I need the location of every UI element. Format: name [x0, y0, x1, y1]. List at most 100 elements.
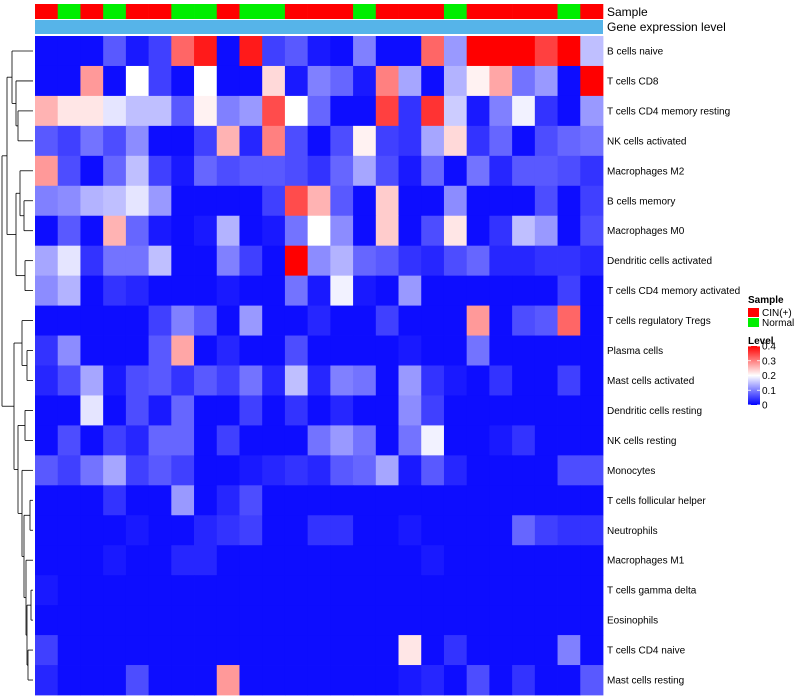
heatmap-cell [284, 515, 309, 546]
heatmap-cell [262, 485, 286, 516]
sample-annotation-label: Sample [607, 5, 648, 19]
legend-sample-items: CIN(+)Normal [748, 308, 794, 329]
heatmap-cell [239, 215, 263, 247]
heatmap-cell [171, 575, 195, 606]
legend-tick-label: 0.4 [762, 342, 776, 353]
heatmap-cell [284, 575, 309, 606]
heatmap-cell [534, 335, 558, 366]
heatmap-cell [330, 185, 354, 217]
heatmap-cell [398, 455, 422, 486]
heatmap-cell [557, 275, 581, 306]
heatmap-cell [421, 545, 445, 576]
heatmap-cell [375, 275, 399, 306]
heatmap-cell [171, 455, 195, 486]
heatmap-cell [330, 425, 354, 456]
heatmap-cell [466, 215, 490, 247]
heatmap-cell [35, 65, 59, 97]
row-label: B cells naive [607, 46, 664, 57]
legend-tick-label: 0.2 [762, 371, 776, 382]
heatmap-cell [466, 335, 490, 366]
heatmap-cell [580, 365, 604, 396]
heatmap-cell [512, 65, 536, 97]
heatmap-cell [57, 275, 81, 306]
heatmap-cell [489, 125, 513, 157]
heatmap-cell [307, 395, 331, 426]
heatmap-cell [466, 155, 490, 187]
heatmap-cell [307, 65, 331, 97]
heatmap-cell [284, 605, 309, 636]
heatmap-cell [534, 515, 558, 546]
heatmap-cell [148, 36, 172, 67]
heatmap-cell [580, 635, 604, 666]
heatmap-cell [489, 365, 513, 396]
heatmap-cell [398, 665, 422, 696]
heatmap-cell [57, 305, 81, 336]
heatmap-cell [80, 395, 104, 426]
heatmap-cell [216, 635, 240, 666]
legend-sample-swatch [748, 318, 759, 327]
heatmap-cell [557, 515, 581, 546]
sample-annotation-cell [194, 4, 218, 19]
heatmap-cell [534, 65, 558, 97]
heatmap-cell [466, 65, 490, 97]
heatmap-cell [307, 365, 331, 396]
heatmap-cell [307, 575, 331, 606]
heatmap-cell [35, 515, 59, 546]
heatmap-cell [194, 305, 218, 336]
heatmap-cell [443, 185, 468, 217]
heatmap-cell [398, 125, 422, 157]
heatmap-cell [580, 515, 604, 546]
heatmap-cell [216, 65, 240, 97]
heatmap-cell [398, 275, 422, 306]
heatmap-cell [284, 305, 309, 336]
heatmap-cell [284, 485, 309, 516]
heatmap-cell [489, 65, 513, 97]
heatmap-cell [148, 155, 172, 187]
heatmap-cell [512, 36, 536, 67]
row-label: Eosinophils [607, 616, 658, 627]
heatmap-cell [443, 275, 468, 306]
heatmap-cell [353, 65, 377, 97]
heatmap-cell [239, 665, 263, 696]
heatmap-cell [57, 185, 81, 217]
heatmap-cell [239, 305, 263, 336]
heatmap-cell [307, 605, 331, 636]
heatmap-cell [171, 665, 195, 696]
heatmap-cell [262, 455, 286, 486]
heatmap-cell [35, 305, 59, 336]
heatmap-cell [421, 305, 445, 336]
heatmap-cell [421, 125, 445, 157]
heatmap-cell [194, 185, 218, 217]
heatmap-cell [353, 515, 377, 546]
legend-sample-title: Sample [748, 295, 784, 306]
heatmap-cell [443, 155, 468, 187]
heatmap-cell [35, 575, 59, 606]
heatmap-cell [421, 275, 445, 306]
heatmap-cell [330, 125, 354, 157]
heatmap-cell [398, 605, 422, 636]
heatmap-cell [466, 395, 490, 426]
heatmap-cell [443, 245, 468, 277]
heatmap-cell [580, 485, 604, 516]
heatmap-cell [489, 36, 513, 67]
heatmap-cell [375, 455, 399, 486]
heatmap-cell [239, 185, 263, 217]
heatmap-cell [307, 635, 331, 666]
heatmap-cell [80, 635, 104, 666]
heatmap-cell [330, 335, 354, 366]
heatmap-cell [353, 425, 377, 456]
heatmap-cell [489, 275, 513, 306]
heatmap-cell [534, 155, 558, 187]
heatmap-cell [443, 575, 468, 606]
heatmap-cell [125, 95, 149, 127]
heatmap-cell [103, 485, 127, 516]
heatmap-cell [580, 125, 604, 157]
heatmap-cell [398, 185, 422, 217]
heatmap-cell [489, 665, 513, 696]
heatmap-cell [330, 635, 354, 666]
heatmap-cell [103, 36, 127, 67]
heatmap-cell [57, 575, 81, 606]
heatmap-cell [284, 245, 309, 277]
heatmap-cell [35, 635, 59, 666]
heatmap-cell [57, 365, 81, 396]
